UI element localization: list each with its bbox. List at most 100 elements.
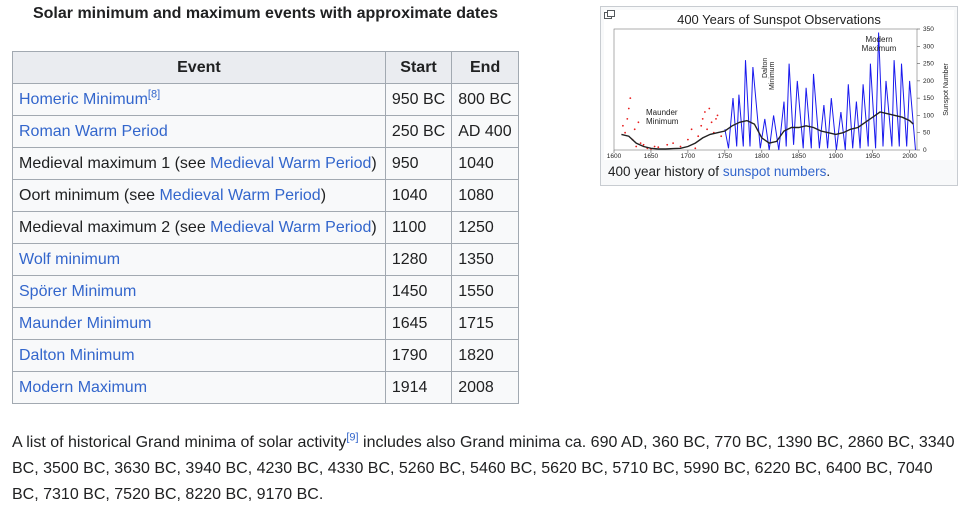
start-cell: 1450 (384, 275, 453, 308)
paragraph-text-start: A list of historical Grand minima of sol… (12, 434, 347, 451)
start-cell: 950 (384, 147, 453, 180)
end-cell: 1715 (451, 307, 519, 340)
event-link[interactable]: Roman Warm Period (19, 122, 168, 140)
scatter-point (690, 128, 693, 131)
grand-minima-paragraph: A list of historical Grand minima of sol… (12, 430, 962, 508)
reference-9-link[interactable]: [9] (346, 431, 359, 444)
scatter-point (708, 107, 711, 110)
y-tick-label: 350 (923, 26, 934, 33)
magnify-clip-icon[interactable] (604, 10, 615, 19)
chart-title: 400 Years of Sunspot Observations (677, 12, 881, 27)
scatter-point (706, 128, 708, 131)
table-caption: Solar minimum and maximum events with ap… (32, 5, 498, 22)
header-event: Event (12, 51, 386, 84)
scatter-point (701, 118, 704, 120)
table-row: Oort minimum (see Medieval Warm Period) 1… (12, 179, 519, 212)
header-end: End (451, 51, 519, 84)
end-cell: 1550 (451, 275, 519, 308)
figure-caption-end: . (826, 164, 831, 179)
end-cell: 1080 (451, 179, 519, 212)
header-start: Start (384, 51, 453, 84)
y-tick-label: 0 (923, 147, 927, 154)
table-row: Dalton Minimum 1790 1820 (12, 339, 519, 372)
event-cell: Oort minimum (see Medieval Warm Period) (12, 179, 386, 212)
scatter-point (679, 145, 682, 148)
scatter-point (716, 114, 719, 117)
scatter-point (642, 143, 645, 146)
scatter-point (633, 128, 636, 131)
annotation-modern: Modern (865, 35, 892, 44)
y-tick-label: 50 (923, 130, 931, 137)
start-cell: 1100 (384, 211, 453, 244)
event-link[interactable]: Medieval Warm Period (210, 154, 372, 172)
y-tick-label: 250 (923, 61, 934, 68)
sunspot-numbers-link[interactable]: sunspot numbers (722, 164, 827, 179)
scatter-point (704, 111, 706, 113)
start-cell: 1914 (384, 371, 453, 404)
figure-caption-text: 400 year history of (608, 164, 723, 179)
scatter-point (653, 145, 656, 148)
event-cell: Dalton Minimum (12, 339, 386, 372)
solar-events-table: Event Start End Homeric Minimum[8] 950 BC… (12, 51, 519, 404)
scatter-point (624, 131, 626, 134)
table-row: Homeric Minimum[8] 950 BC 800 BC (12, 83, 519, 116)
event-text: ) (371, 154, 377, 172)
x-tick-label: 1650 (644, 153, 659, 160)
event-link[interactable]: Spörer Minimum (19, 282, 137, 300)
start-cell: 1280 (384, 243, 453, 276)
x-tick-label: 1950 (865, 153, 880, 160)
annotation-maunder-line2: Minimum (646, 117, 679, 126)
plot-frame (613, 28, 918, 151)
scatter-point (622, 124, 624, 127)
table-header-row: Event Start End (12, 51, 519, 84)
end-cell: 1040 (451, 147, 519, 180)
event-cell: Wolf minimum (12, 243, 386, 276)
event-link[interactable]: Homeric Minimum (19, 90, 148, 108)
series-monthly-line (724, 32, 916, 151)
scatter-point (626, 118, 629, 120)
event-link[interactable]: Maunder Minimum (19, 314, 152, 332)
event-link[interactable]: Medieval Warm Period (159, 186, 321, 204)
y-axis-label: Sunspot Number (943, 63, 950, 116)
scatter-point (672, 142, 674, 145)
end-cell: 800 BC (451, 83, 519, 116)
table-row: Wolf minimum 1280 1350 (12, 243, 519, 276)
event-text: Oort minimum (see (19, 186, 160, 204)
end-cell: 2008 (451, 371, 519, 404)
event-cell: Medieval maximum 2 (see Medieval Warm Pe… (12, 211, 386, 244)
table-row: Modern Maximum 1914 2008 (12, 371, 519, 404)
scatter-point (710, 121, 713, 124)
y-tick-label: 100 (923, 112, 934, 119)
event-cell: Spörer Minimum (12, 275, 386, 308)
scatter-point (687, 138, 689, 141)
y-tick-label: 200 (923, 78, 934, 85)
event-text: ) (320, 186, 327, 204)
event-link[interactable]: Dalton Minimum (19, 346, 135, 364)
scatter-point (697, 135, 700, 138)
series-smoothed-line (621, 111, 914, 150)
scatter-point (639, 142, 642, 145)
table-row: Medieval maximum 2 (see Medieval Warm Pe… (12, 211, 519, 244)
figure-caption: 400 year history of sunspot numbers. (608, 163, 830, 181)
annotation-modern-line2: Maximum (862, 44, 897, 53)
annotation-dalton-line2: Minimum (769, 61, 776, 90)
event-cell: Medieval maximum 1 (see Medieval Warm Pe… (12, 147, 386, 180)
event-link[interactable]: Medieval Warm Period (210, 218, 372, 236)
sunspot-figure: 400 Years of Sunspot Observations 1600 165… (600, 6, 958, 186)
table-row: Maunder Minimum 1645 1715 (12, 307, 519, 340)
y-tick-label: 300 (923, 43, 934, 50)
sunspot-chart[interactable]: 400 Years of Sunspot Observations 1600 165… (604, 10, 954, 160)
table-body: Homeric Minimum[8] 950 BC 800 BC Roman Warm… (12, 83, 519, 404)
event-text: Medieval maximum 2 (see (19, 218, 211, 236)
annotation-dalton: Dalton (762, 58, 769, 78)
reference-link[interactable]: [8] (147, 88, 161, 101)
table-row: Medieval maximum 1 (see Medieval Warm Pe… (12, 147, 519, 180)
event-link[interactable]: Modern Maximum (19, 378, 148, 396)
event-text: Medieval maximum 1 (see (19, 154, 211, 172)
x-tick-label: 1600 (607, 153, 622, 160)
paragraph-text-end: includes also Grand minima ca. 690 AD, 3… (12, 434, 955, 503)
start-cell: 1790 (384, 339, 453, 372)
event-link[interactable]: Wolf minimum (19, 250, 121, 268)
end-cell: 1820 (451, 339, 519, 372)
event-cell: Maunder Minimum (12, 307, 386, 340)
